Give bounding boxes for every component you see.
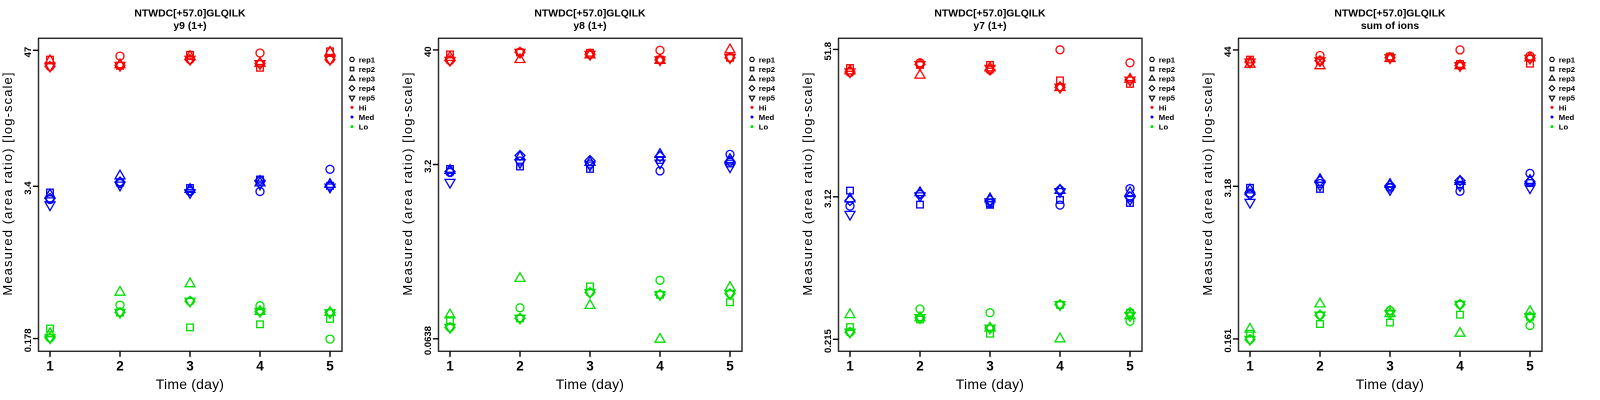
svg-text:NTWDC[+57.0]GLQILK: NTWDC[+57.0]GLQILK — [534, 9, 646, 20]
svg-text:Lo: Lo — [1559, 123, 1569, 132]
svg-text:44: 44 — [1223, 46, 1234, 57]
svg-text:y9 (1+): y9 (1+) — [173, 21, 206, 32]
svg-text:rep1: rep1 — [1159, 55, 1176, 64]
svg-text:rep2: rep2 — [759, 65, 775, 74]
svg-text:rep1: rep1 — [759, 55, 776, 64]
svg-text:rep1: rep1 — [1559, 55, 1576, 64]
svg-text:sum of ions: sum of ions — [1361, 21, 1420, 32]
svg-text:2: 2 — [516, 358, 524, 373]
svg-text:rep4: rep4 — [359, 84, 376, 93]
svg-text:1: 1 — [46, 358, 54, 373]
svg-text:2: 2 — [116, 358, 124, 373]
svg-text:Lo: Lo — [759, 123, 769, 132]
svg-text:Measured (area ratio) [log-sca: Measured (area ratio) [log-scale] — [1200, 71, 1215, 295]
svg-text:3.18: 3.18 — [1223, 179, 1234, 198]
svg-text:4: 4 — [656, 358, 664, 373]
svg-text:Med: Med — [1559, 113, 1575, 122]
svg-text:Lo: Lo — [1159, 123, 1169, 132]
svg-text:rep2: rep2 — [1159, 65, 1175, 74]
svg-text:rep4: rep4 — [1559, 84, 1576, 93]
svg-text:3: 3 — [986, 358, 994, 373]
svg-text:5: 5 — [1126, 358, 1134, 373]
svg-text:0.0638: 0.0638 — [423, 326, 434, 355]
svg-text:40: 40 — [423, 46, 434, 57]
svg-text:NTWDC[+57.0]GLQILK: NTWDC[+57.0]GLQILK — [134, 9, 246, 20]
svg-text:rep1: rep1 — [359, 55, 376, 64]
svg-text:2: 2 — [1316, 358, 1324, 373]
svg-text:Time (day): Time (day) — [956, 376, 1024, 392]
svg-text:Hi: Hi — [759, 103, 767, 112]
svg-text:Measured (area ratio) [log-sca: Measured (area ratio) [log-scale] — [800, 71, 815, 295]
svg-text:y8 (1+): y8 (1+) — [573, 21, 606, 32]
svg-text:0.215: 0.215 — [823, 329, 834, 353]
svg-text:1: 1 — [846, 358, 854, 373]
svg-text:Med: Med — [1159, 113, 1175, 122]
svg-text:4: 4 — [1056, 358, 1064, 373]
svg-text:3: 3 — [586, 358, 594, 373]
svg-text:rep4: rep4 — [1159, 84, 1176, 93]
svg-text:rep5: rep5 — [359, 94, 376, 103]
svg-text:Lo: Lo — [359, 123, 369, 132]
svg-text:NTWDC[+57.0]GLQILK: NTWDC[+57.0]GLQILK — [934, 9, 1046, 20]
svg-text:5: 5 — [726, 358, 734, 373]
svg-text:rep3: rep3 — [1559, 75, 1575, 84]
svg-text:rep5: rep5 — [1159, 94, 1176, 103]
svg-text:3.4: 3.4 — [23, 181, 34, 195]
svg-text:1: 1 — [1246, 358, 1254, 373]
svg-text:Med: Med — [359, 113, 375, 122]
svg-text:rep5: rep5 — [1559, 94, 1576, 103]
svg-text:y7 (1+): y7 (1+) — [973, 21, 1006, 32]
svg-text:3: 3 — [186, 358, 194, 373]
svg-text:rep4: rep4 — [759, 84, 776, 93]
svg-text:3.2: 3.2 — [423, 160, 434, 173]
svg-text:rep3: rep3 — [1159, 75, 1175, 84]
svg-text:Time (day): Time (day) — [1356, 376, 1424, 392]
svg-text:2: 2 — [916, 358, 924, 373]
svg-text:rep3: rep3 — [759, 75, 775, 84]
svg-text:3: 3 — [1386, 358, 1394, 373]
svg-text:5: 5 — [326, 358, 334, 373]
svg-text:4: 4 — [1456, 358, 1464, 373]
svg-text:5: 5 — [1526, 358, 1534, 373]
svg-text:rep2: rep2 — [1559, 65, 1575, 74]
svg-text:Med: Med — [759, 113, 775, 122]
svg-text:Time (day): Time (day) — [156, 376, 224, 392]
svg-text:0.161: 0.161 — [1223, 328, 1234, 352]
svg-text:Hi: Hi — [359, 103, 367, 112]
svg-text:NTWDC[+57.0]GLQILK: NTWDC[+57.0]GLQILK — [1334, 9, 1446, 20]
svg-text:4: 4 — [256, 358, 264, 373]
svg-text:Hi: Hi — [1559, 103, 1567, 112]
svg-text:rep5: rep5 — [759, 94, 776, 103]
svg-text:1: 1 — [446, 358, 454, 373]
svg-text:47: 47 — [23, 47, 34, 58]
svg-text:0.178: 0.178 — [23, 329, 34, 353]
svg-text:51.8: 51.8 — [823, 42, 834, 61]
svg-text:3.12: 3.12 — [823, 189, 834, 208]
svg-text:Hi: Hi — [1159, 103, 1167, 112]
svg-text:rep2: rep2 — [359, 65, 375, 74]
svg-text:rep3: rep3 — [359, 75, 375, 84]
svg-text:Measured (area ratio) [log-sca: Measured (area ratio) [log-scale] — [0, 71, 15, 295]
svg-text:Measured (area ratio) [log-sca: Measured (area ratio) [log-scale] — [400, 71, 415, 295]
svg-text:Time (day): Time (day) — [556, 376, 624, 392]
